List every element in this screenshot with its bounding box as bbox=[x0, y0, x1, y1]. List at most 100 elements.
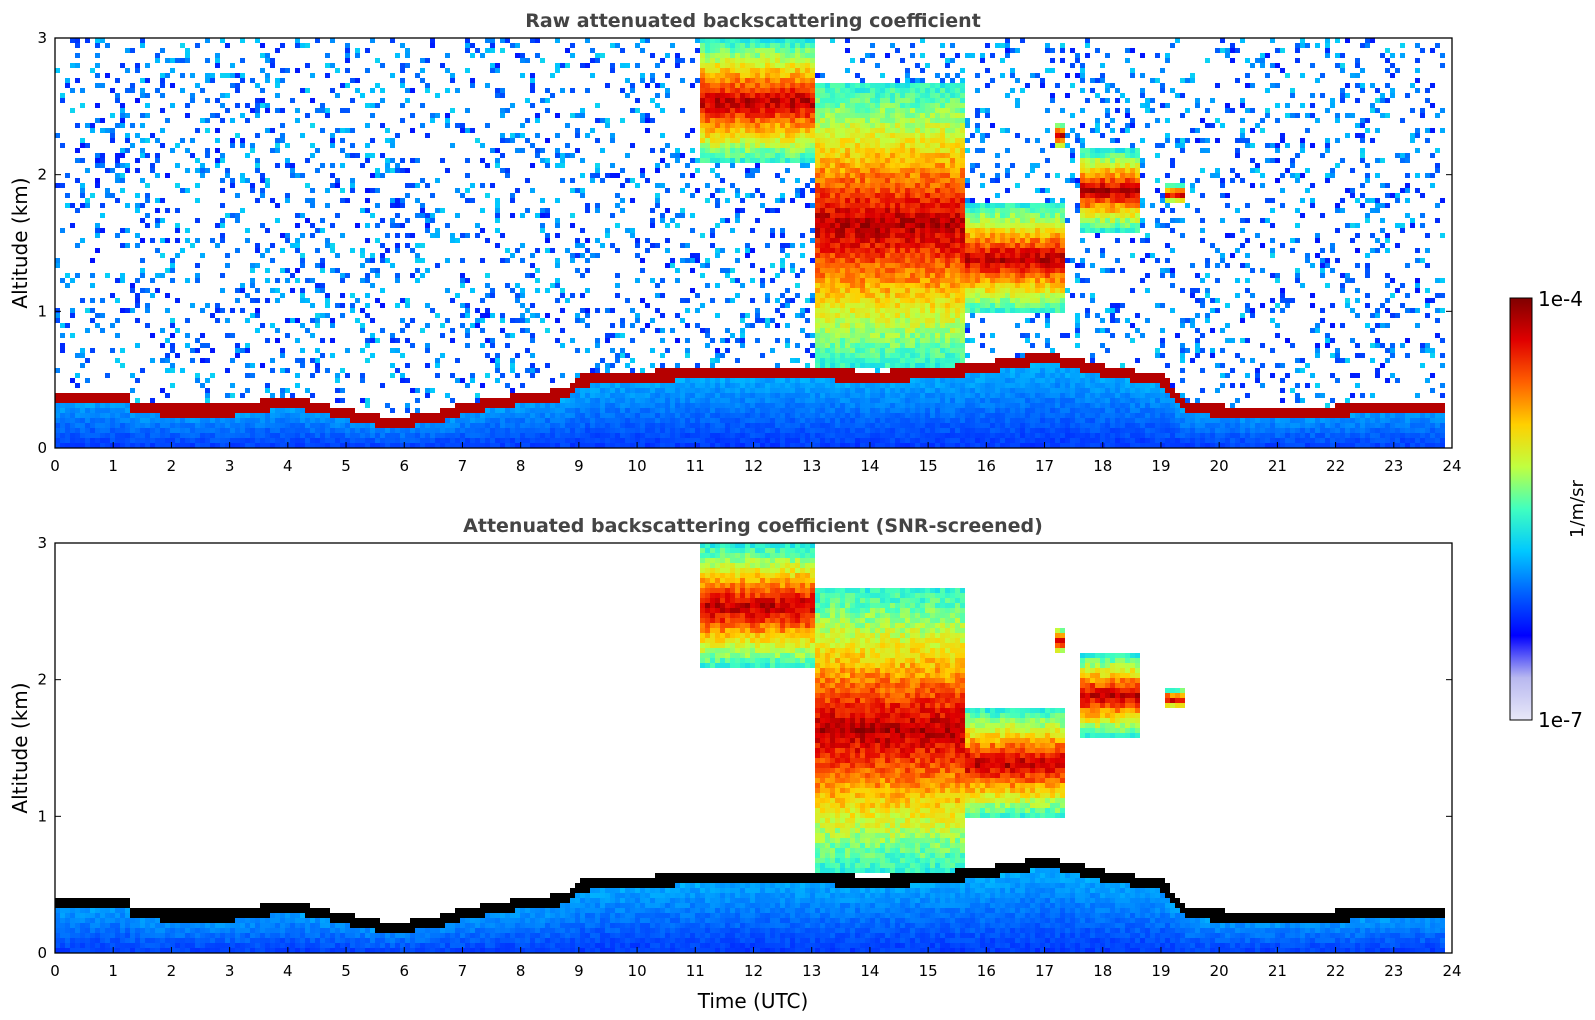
heatmap-cell bbox=[845, 413, 850, 418]
heatmap-cell bbox=[270, 403, 275, 408]
heatmap-cell bbox=[675, 438, 680, 443]
heatmap-cell bbox=[850, 143, 855, 148]
heatmap-cell bbox=[110, 413, 115, 418]
heatmap-cell bbox=[545, 408, 550, 413]
heatmap-cell bbox=[375, 203, 380, 208]
heatmap-cell bbox=[540, 398, 545, 403]
heatmap-cell bbox=[725, 88, 730, 93]
heatmap-cell bbox=[55, 258, 60, 263]
heatmap-cell bbox=[115, 443, 120, 448]
heatmap-cell bbox=[845, 353, 850, 358]
heatmap-cell bbox=[485, 403, 490, 408]
heatmap-cell bbox=[735, 373, 740, 378]
heatmap-cell bbox=[235, 248, 240, 253]
heatmap-cell bbox=[700, 328, 705, 333]
heatmap-cell bbox=[820, 198, 825, 203]
heatmap-cell bbox=[265, 403, 270, 408]
heatmap-cell bbox=[500, 443, 505, 448]
heatmap-cell bbox=[410, 128, 415, 133]
heatmap-cell bbox=[305, 113, 310, 118]
heatmap-cell bbox=[70, 308, 75, 313]
heatmap-cell bbox=[845, 228, 850, 233]
heatmap-cell bbox=[370, 113, 375, 118]
heatmap-cell bbox=[240, 428, 245, 433]
heatmap-cell bbox=[85, 358, 90, 363]
heatmap-cell bbox=[795, 283, 800, 288]
heatmap-cell bbox=[305, 218, 310, 223]
heatmap-cell bbox=[505, 168, 510, 173]
heatmap-cell bbox=[580, 113, 585, 118]
heatmap-cell bbox=[75, 443, 80, 448]
heatmap-cell bbox=[735, 338, 740, 343]
heatmap-cell bbox=[545, 238, 550, 243]
heatmap-cell bbox=[530, 408, 535, 413]
heatmap-cell bbox=[735, 388, 740, 393]
heatmap-cell bbox=[430, 413, 435, 418]
heatmap-cell bbox=[755, 373, 760, 378]
heatmap-cell bbox=[830, 303, 835, 308]
heatmap-cell bbox=[705, 43, 710, 48]
heatmap-cell bbox=[180, 408, 185, 413]
heatmap-cell bbox=[765, 108, 770, 113]
heatmap-cell bbox=[750, 88, 755, 93]
heatmap-cell bbox=[490, 288, 495, 293]
heatmap-cell bbox=[780, 153, 785, 158]
heatmap-cell bbox=[85, 378, 90, 383]
heatmap-cell bbox=[725, 218, 730, 223]
heatmap-cell bbox=[665, 188, 670, 193]
heatmap-cell bbox=[160, 108, 165, 113]
heatmap-cell bbox=[680, 388, 685, 393]
heatmap-cell bbox=[225, 418, 230, 423]
heatmap-cell bbox=[85, 398, 90, 403]
heatmap-cell bbox=[370, 443, 375, 448]
heatmap-cell bbox=[580, 418, 585, 423]
heatmap-cell bbox=[85, 408, 90, 413]
heatmap-cell bbox=[735, 423, 740, 428]
heatmap-cell bbox=[815, 398, 820, 403]
heatmap-cell bbox=[300, 358, 305, 363]
heatmap-cell bbox=[490, 68, 495, 73]
heatmap-cell bbox=[795, 273, 800, 278]
heatmap-cell bbox=[835, 408, 840, 413]
heatmap-cell bbox=[205, 428, 210, 433]
heatmap-cell bbox=[365, 403, 370, 408]
heatmap-cell bbox=[735, 48, 740, 53]
heatmap-cell bbox=[460, 258, 465, 263]
heatmap-cell bbox=[555, 408, 560, 413]
heatmap-cell bbox=[425, 423, 430, 428]
heatmap-cell bbox=[250, 373, 255, 378]
heatmap-cell bbox=[650, 148, 655, 153]
heatmap-cell bbox=[625, 438, 630, 443]
heatmap-cell bbox=[805, 58, 810, 63]
heatmap-cell bbox=[240, 173, 245, 178]
heatmap-cell bbox=[455, 423, 460, 428]
heatmap-cell bbox=[595, 53, 600, 58]
heatmap-cell bbox=[675, 388, 680, 393]
heatmap-cell bbox=[795, 83, 800, 88]
heatmap-cell bbox=[120, 188, 125, 193]
heatmap-cell bbox=[555, 393, 560, 398]
heatmap-cell bbox=[315, 413, 320, 418]
heatmap-cell bbox=[295, 428, 300, 433]
heatmap-cell bbox=[560, 433, 565, 438]
heatmap-cell bbox=[480, 183, 485, 188]
heatmap-cell bbox=[840, 403, 845, 408]
heatmap-cell bbox=[800, 268, 805, 273]
heatmap-cell bbox=[85, 443, 90, 448]
heatmap-cell bbox=[660, 428, 665, 433]
heatmap-cell bbox=[475, 393, 480, 398]
heatmap-cell bbox=[695, 393, 700, 398]
heatmap-cell bbox=[510, 288, 515, 293]
heatmap-cell bbox=[860, 413, 865, 418]
heatmap-cell bbox=[420, 273, 425, 278]
heatmap-cell bbox=[105, 128, 110, 133]
heatmap-cell bbox=[340, 148, 345, 153]
heatmap-cell bbox=[540, 158, 545, 163]
heatmap-cell bbox=[660, 378, 665, 383]
heatmap-cell bbox=[655, 293, 660, 298]
heatmap-cell bbox=[710, 68, 715, 73]
heatmap-cell bbox=[700, 118, 705, 123]
heatmap-cell bbox=[135, 343, 140, 348]
heatmap-cell bbox=[700, 68, 705, 73]
heatmap-cell bbox=[420, 178, 425, 183]
